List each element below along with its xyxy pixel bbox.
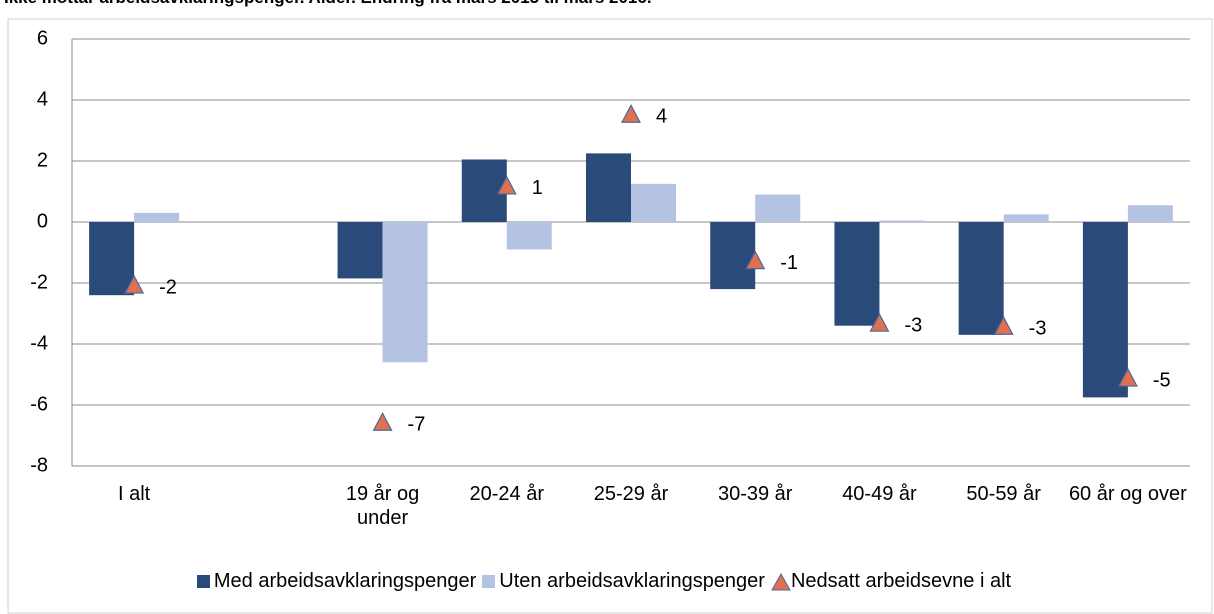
data-label: -3: [1029, 318, 1047, 340]
marker: [993, 315, 1014, 335]
x-tick-label: I alt: [117, 483, 151, 505]
legend-marker: [771, 572, 791, 590]
data-label: -3: [904, 314, 922, 336]
marker: [869, 312, 890, 332]
y-tick-label: -2: [30, 271, 48, 293]
bar: [834, 222, 880, 326]
legend: Med arbeidsavklaringspenger Uten arbeidsa…: [0, 570, 1214, 593]
legend-item: Med arbeidsavklaringspenger: [196, 570, 477, 593]
marker: [372, 412, 393, 431]
legend-item: Uten arbeidsavklaringspenger: [482, 570, 765, 593]
bar: [506, 222, 552, 250]
data-label: -2: [159, 276, 177, 298]
legend-item: Nedsatt arbeidsevne i alt: [771, 570, 1011, 593]
data-label: 4: [656, 106, 667, 128]
bar: [631, 183, 676, 222]
bar: [1003, 214, 1049, 222]
bar: [710, 222, 756, 290]
x-tick-label: 50-59 år: [966, 483, 1041, 505]
x-tick-label: 19 år og under: [345, 483, 420, 529]
marker: [496, 175, 517, 195]
bar: [958, 222, 1004, 335]
x-tick-label: 60 år og over: [1068, 483, 1187, 505]
bar: [755, 194, 801, 222]
y-tick-label: -6: [30, 393, 48, 415]
bar: [89, 222, 135, 296]
data-label: -1: [780, 252, 798, 274]
y-tick-label: -4: [30, 332, 48, 354]
x-tick-label: 25-29 år: [593, 483, 669, 505]
data-label: 1: [532, 177, 543, 199]
legend-label: Nedsatt arbeidsevne i alt: [790, 570, 1012, 592]
bar: [134, 212, 180, 222]
y-tick-label: -8: [30, 454, 48, 476]
x-tick-label: 30-39 år: [717, 483, 793, 505]
marker: [1117, 367, 1138, 387]
bar: [1127, 205, 1173, 222]
bar: [382, 222, 428, 363]
marker: [621, 103, 641, 123]
chart-title: Ikke mottar arbeidsavklaringspenger. Ald…: [4, 0, 652, 8]
data-label: -7: [408, 414, 426, 436]
bar: [1082, 222, 1128, 398]
legend-swatch: [196, 575, 210, 588]
legend-swatch: [771, 572, 791, 590]
legend-label: Uten arbeidsavklaringspenger: [499, 570, 765, 592]
x-tick-label: 40-49 år: [842, 483, 917, 505]
bar: [586, 153, 631, 222]
y-tick-label: 6: [37, 27, 48, 49]
y-tick-label: 0: [37, 210, 48, 232]
data-label: -5: [1153, 369, 1171, 391]
legend-swatch: [482, 575, 496, 588]
y-tick-label: 2: [37, 149, 48, 171]
bar: [337, 222, 383, 279]
x-tick-label: 20-24 år: [469, 483, 545, 505]
marker: [124, 274, 145, 294]
legend-label: Med arbeidsavklaringspenger: [213, 570, 477, 592]
marker: [745, 250, 766, 270]
y-tick-label: 4: [37, 88, 48, 110]
bar: [879, 220, 925, 222]
chart-border: [7, 18, 1213, 614]
